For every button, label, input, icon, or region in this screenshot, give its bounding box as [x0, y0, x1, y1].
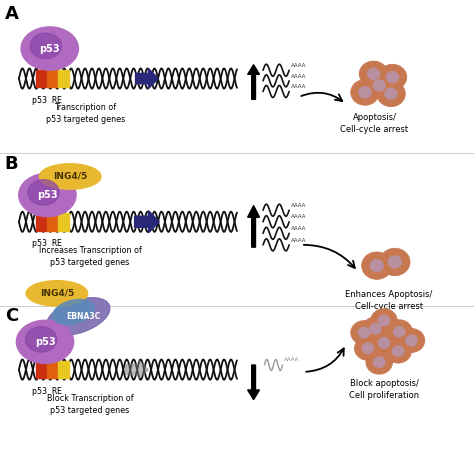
- Ellipse shape: [374, 357, 385, 367]
- Ellipse shape: [28, 180, 59, 205]
- Ellipse shape: [362, 252, 392, 280]
- Ellipse shape: [380, 248, 410, 276]
- Text: p53 RE: p53 RE: [32, 96, 63, 105]
- FancyArrow shape: [136, 68, 158, 89]
- Ellipse shape: [39, 164, 101, 189]
- Text: AAAA: AAAA: [284, 357, 300, 362]
- Ellipse shape: [351, 321, 377, 345]
- Bar: [46, 213, 58, 231]
- Ellipse shape: [392, 346, 404, 356]
- Ellipse shape: [18, 173, 76, 217]
- Bar: [36, 70, 46, 87]
- Text: EBNA3C: EBNA3C: [66, 312, 100, 321]
- Ellipse shape: [406, 335, 417, 346]
- Text: AAAA: AAAA: [291, 237, 306, 243]
- Ellipse shape: [359, 87, 371, 98]
- Ellipse shape: [371, 331, 397, 355]
- Text: Block apoptosis/
Cell proliferation: Block apoptosis/ Cell proliferation: [349, 379, 419, 400]
- Ellipse shape: [386, 72, 399, 83]
- Text: ING4/5: ING4/5: [40, 289, 74, 298]
- Text: AAAA: AAAA: [291, 73, 306, 79]
- FancyArrow shape: [248, 65, 259, 99]
- Text: p53: p53: [35, 337, 55, 347]
- Ellipse shape: [358, 328, 370, 338]
- Ellipse shape: [370, 260, 383, 272]
- Ellipse shape: [351, 79, 379, 105]
- Text: p53: p53: [37, 190, 58, 200]
- Text: p53 RE: p53 RE: [32, 387, 63, 396]
- Ellipse shape: [26, 327, 57, 352]
- Ellipse shape: [53, 299, 94, 324]
- Ellipse shape: [377, 81, 405, 107]
- Bar: [46, 361, 58, 378]
- Ellipse shape: [367, 68, 380, 79]
- Bar: [46, 70, 58, 87]
- Ellipse shape: [378, 316, 390, 326]
- Ellipse shape: [46, 298, 110, 335]
- Ellipse shape: [362, 317, 389, 341]
- Text: Apoptosis/
Cell-cycle arrest: Apoptosis/ Cell-cycle arrest: [340, 113, 409, 134]
- Ellipse shape: [366, 350, 392, 374]
- Text: Enhances Apoptosis/
Cell-cycle arrest: Enhances Apoptosis/ Cell-cycle arrest: [345, 290, 432, 311]
- FancyArrow shape: [126, 360, 148, 379]
- Ellipse shape: [370, 324, 381, 334]
- Ellipse shape: [371, 309, 397, 333]
- Text: AAAA: AAAA: [291, 84, 306, 89]
- Bar: [36, 213, 46, 231]
- Ellipse shape: [385, 339, 411, 363]
- Ellipse shape: [373, 80, 385, 91]
- Text: AAAA: AAAA: [291, 226, 306, 231]
- Bar: [36, 361, 46, 378]
- Text: Block Transcription of
p53 targeted genes: Block Transcription of p53 targeted gene…: [47, 394, 133, 415]
- FancyArrow shape: [248, 206, 259, 247]
- Ellipse shape: [398, 328, 425, 353]
- Text: Increases Transcription of
p53 targeted genes: Increases Transcription of p53 targeted …: [38, 246, 142, 267]
- Text: p53 RE: p53 RE: [32, 239, 63, 248]
- Text: Transcription of
p53 targeted genes: Transcription of p53 targeted genes: [46, 103, 125, 124]
- Ellipse shape: [355, 336, 381, 360]
- FancyArrow shape: [135, 211, 159, 233]
- Bar: [58, 361, 69, 378]
- Ellipse shape: [26, 280, 88, 306]
- Ellipse shape: [30, 33, 62, 59]
- Ellipse shape: [393, 327, 405, 337]
- Bar: [58, 70, 69, 87]
- Ellipse shape: [365, 73, 393, 98]
- Text: C: C: [5, 307, 18, 325]
- Ellipse shape: [388, 256, 401, 268]
- Text: AAAA: AAAA: [291, 203, 306, 208]
- FancyArrow shape: [248, 365, 259, 400]
- Ellipse shape: [362, 343, 374, 353]
- Ellipse shape: [386, 320, 412, 344]
- Text: B: B: [5, 155, 18, 173]
- Text: ING4/5: ING4/5: [53, 172, 87, 181]
- Text: AAAA: AAAA: [291, 63, 306, 68]
- Ellipse shape: [21, 27, 78, 70]
- Text: AAAA: AAAA: [291, 214, 306, 219]
- Bar: [58, 213, 69, 231]
- Text: A: A: [5, 5, 18, 23]
- Ellipse shape: [359, 61, 388, 87]
- Text: p53: p53: [39, 43, 60, 54]
- Ellipse shape: [16, 320, 74, 364]
- Ellipse shape: [385, 88, 397, 99]
- Ellipse shape: [378, 338, 390, 348]
- Ellipse shape: [378, 64, 407, 90]
